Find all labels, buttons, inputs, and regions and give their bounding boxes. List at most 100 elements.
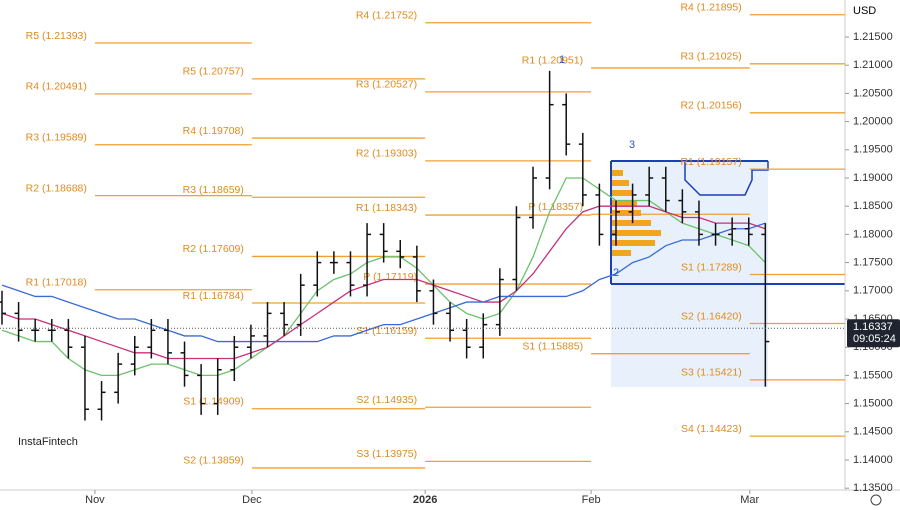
last-price-label: 1.16337 bbox=[853, 321, 893, 333]
pivot-label: R5 (1.21393) bbox=[26, 30, 87, 42]
ohlc-bar bbox=[661, 166, 670, 212]
pivot-label: S1 (1.14909) bbox=[183, 396, 244, 408]
y-tick-label: 1.19000 bbox=[853, 172, 893, 184]
ohlc-bar bbox=[628, 183, 637, 224]
pivot-label: S1 (1.15885) bbox=[522, 340, 583, 352]
pivot-label: R3 (1.18659) bbox=[183, 184, 244, 196]
pivot-label: R2 (1.18688) bbox=[26, 182, 87, 194]
y-tick-label: 1.17000 bbox=[853, 285, 893, 297]
ohlc-bar bbox=[396, 240, 405, 269]
pivot-label: R3 (1.21025) bbox=[680, 51, 741, 63]
ohlc-bar bbox=[147, 318, 156, 359]
pivot-label: R2 (1.19303) bbox=[356, 148, 417, 160]
ohlc-bar bbox=[678, 189, 687, 224]
ohlc-bar bbox=[31, 318, 40, 342]
ohlc-bar bbox=[230, 335, 239, 382]
ohlc-bar bbox=[213, 358, 222, 415]
ohlc-bar bbox=[97, 381, 106, 421]
pivot-label: R4 (1.21752) bbox=[356, 10, 417, 22]
pivot-label: P (1.17119) bbox=[363, 271, 417, 283]
x-tick-label: Mar bbox=[740, 494, 759, 506]
ohlc-bar bbox=[346, 251, 355, 297]
pivot-label: S3 (1.15421) bbox=[681, 367, 742, 379]
ohlc-bar bbox=[529, 166, 538, 229]
last-price-tag bbox=[847, 319, 900, 348]
y-tick-label: 1.21500 bbox=[853, 31, 893, 43]
pivot-label: R3 (1.20527) bbox=[356, 79, 417, 91]
ohlc-bar bbox=[728, 217, 737, 246]
pivot-label: S4 (1.14423) bbox=[681, 423, 742, 435]
ohlc-bar bbox=[761, 223, 770, 387]
y-tick-label: 1.14000 bbox=[853, 454, 893, 466]
currency-label: USD bbox=[853, 5, 876, 17]
ohlc-bar bbox=[197, 364, 206, 415]
ohlc-bar bbox=[47, 318, 56, 342]
y-tick-label: 1.21000 bbox=[853, 59, 893, 71]
pivot-label: S2 (1.13859) bbox=[183, 455, 244, 467]
x-tick-label: 2026 bbox=[413, 494, 437, 506]
y-tick-label: 1.17500 bbox=[853, 257, 893, 269]
y-tick-label: 1.18000 bbox=[853, 228, 893, 240]
pivot-label: S1 (1.17289) bbox=[681, 261, 742, 273]
ohlc-bar bbox=[462, 318, 471, 359]
pivot-label: S2 (1.16420) bbox=[681, 310, 742, 322]
ohlc-bar bbox=[446, 302, 455, 342]
range-box bbox=[610, 160, 845, 285]
pivot-label: R2 (1.17609) bbox=[183, 243, 244, 255]
ohlc-bar bbox=[711, 223, 720, 246]
pivot-label: R1 (1.17018) bbox=[26, 277, 87, 289]
pivot-label: R1 (1.19157) bbox=[680, 156, 741, 168]
settings-icon[interactable] bbox=[870, 494, 882, 506]
pivot-label: P (1.18357) bbox=[528, 201, 583, 213]
pivot-label: S3 (1.13975) bbox=[356, 448, 417, 460]
wave-label: 3 bbox=[629, 139, 635, 151]
ohlc-bar bbox=[64, 318, 73, 359]
ohlc-bar bbox=[611, 200, 620, 246]
pivot-label: R4 (1.21895) bbox=[680, 2, 741, 14]
pivot-label: R1 (1.16784) bbox=[183, 290, 244, 302]
ohlc-bar bbox=[14, 302, 23, 342]
y-tick-label: 1.15000 bbox=[853, 398, 893, 410]
pivot-label: R2 (1.20156) bbox=[680, 100, 741, 112]
pivot-label: S2 (1.14935) bbox=[356, 394, 417, 406]
last-price-time: 09:05:24 bbox=[853, 333, 896, 345]
y-tick-label: 1.20000 bbox=[853, 116, 893, 128]
moving-average bbox=[1, 222, 766, 343]
y-tick-label: 1.18500 bbox=[853, 200, 893, 212]
ohlc-bar bbox=[246, 324, 255, 359]
moving-average bbox=[1, 205, 766, 360]
ohlc-bar bbox=[495, 268, 504, 336]
ohlc-bar bbox=[0, 290, 6, 325]
ohlc-bar bbox=[263, 302, 272, 348]
pivot-label: R1 (1.20951) bbox=[522, 55, 583, 67]
x-tick-label: Feb bbox=[582, 494, 601, 506]
ohlc-bar bbox=[80, 335, 89, 421]
y-tick-label: 1.14500 bbox=[853, 426, 893, 438]
ohlc-bar bbox=[180, 341, 189, 387]
ohlc-bar bbox=[694, 200, 703, 246]
ohlc-bar bbox=[114, 352, 123, 404]
ohlc-bar bbox=[429, 279, 438, 325]
y-tick-label: 1.19500 bbox=[853, 144, 893, 156]
ohlc-bar bbox=[645, 166, 654, 207]
pivot-label: R1 (1.18343) bbox=[356, 202, 417, 214]
ohlc-bar bbox=[545, 70, 554, 190]
ohlc-bar bbox=[595, 183, 604, 246]
ohlc-bar bbox=[313, 251, 322, 297]
ohlc-bar bbox=[379, 223, 388, 263]
wave-label: 1 bbox=[559, 54, 565, 66]
volume-profile bbox=[611, 170, 661, 256]
ohlc-bar bbox=[412, 245, 421, 303]
ohlc-bar bbox=[130, 335, 139, 376]
ohlc-bar bbox=[363, 223, 372, 297]
pivot-label: R3 (1.19589) bbox=[26, 132, 87, 144]
pivot-label: R5 (1.20757) bbox=[183, 66, 244, 78]
ohlc-bar bbox=[744, 217, 753, 246]
x-tick-label: Dec bbox=[242, 494, 262, 506]
y-tick-label: 1.20500 bbox=[853, 87, 893, 99]
pivot-label: S1 (1.16159) bbox=[356, 325, 417, 337]
ohlc-bar bbox=[296, 273, 305, 336]
pivot-label: R4 (1.19708) bbox=[183, 125, 244, 137]
ohlc-bar bbox=[479, 313, 488, 359]
